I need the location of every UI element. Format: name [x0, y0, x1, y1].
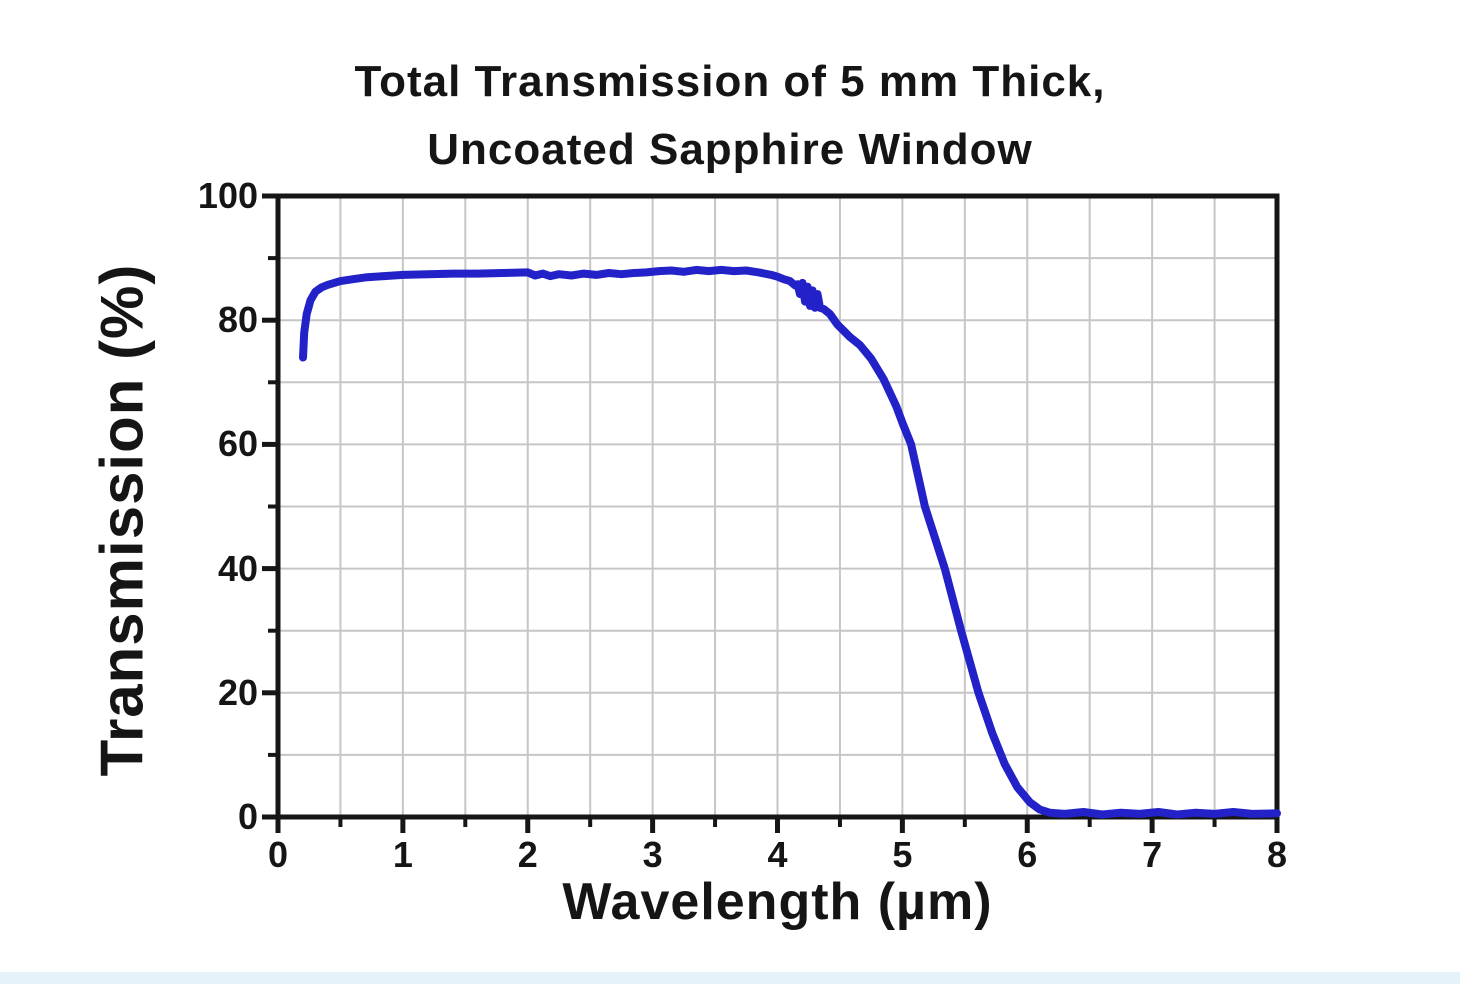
x-tick-label-4: 4: [767, 834, 788, 875]
y-tick-label-60: 60: [217, 423, 258, 465]
y-tick-label-100: 100: [197, 175, 258, 216]
x-tick-label-1: 1: [392, 834, 413, 875]
x-tick-label-3: 3: [642, 834, 663, 875]
chart-title-line1: Total Transmission of 5 mm Thick,: [354, 57, 1106, 106]
y-tick-label-80: 80: [217, 299, 258, 341]
bottom-strip: [0, 972, 1460, 984]
x-axis-title: Wavelength (µm): [562, 873, 993, 931]
x-tick-label-5: 5: [892, 834, 913, 875]
chart-title: Total Transmission of 5 mm Thick, Uncoat…: [0, 48, 1460, 184]
x-tick-label-7: 7: [1142, 834, 1163, 875]
transmission-curve: [299, 265, 1281, 819]
y-tick-label-40: 40: [217, 547, 258, 589]
y-tick-label-20: 20: [217, 671, 258, 713]
x-tick-label-6: 6: [1017, 834, 1038, 875]
x-tick-label-0: 0: [267, 834, 289, 875]
chart-title-line2: Uncoated Sapphire Window: [427, 125, 1033, 174]
x-tick-label-8: 8: [1266, 834, 1288, 875]
x-tick-label-2: 2: [517, 834, 538, 875]
y-tick-label-0: 0: [237, 796, 258, 837]
